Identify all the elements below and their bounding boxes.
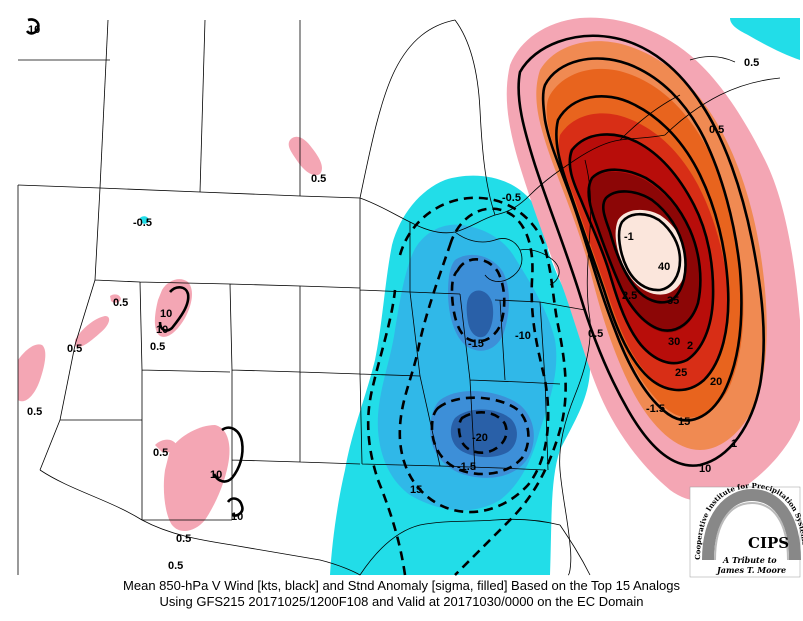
label-neg20: -20 [472,432,488,444]
contour-pos-10-nw [25,18,40,35]
label-neg15-s: -1.5 [457,461,476,473]
state-lines-east [409,222,586,471]
label-w15: 15 [678,416,690,428]
province-line-2 [199,19,206,193]
province-line-1 [99,19,109,189]
label-w10-core: -1 [624,231,634,243]
label-neg05-mt: -0.5 [133,217,152,229]
logo-acronym: CIPS [748,534,789,552]
hudson-line [454,19,496,216]
caption-line-1: Mean 850-hPa V Wind [kts, black] and Stn… [123,578,680,593]
label-neg05-lakes: -0.5 [502,192,521,204]
label-pos05-mx2: 0.5 [168,560,183,572]
anomaly-fill-neg-small-mt [140,216,149,224]
positive-wind-contours [517,34,765,467]
political-boundaries [17,19,781,576]
contour-pos-10-wy [158,286,190,332]
label-pos25: 2.5 [622,290,637,302]
label-neg10-oh: -10 [515,330,531,342]
label-pos05-nw: 10 [28,24,40,36]
western-wind-contours [25,18,244,517]
contour-neg-5 [398,196,567,576]
logo-tribute-line2: James T. Moore [715,565,786,575]
cips-logo: CIPS A Tribute to James T. Moore Coopera… [689,481,803,578]
label-pos05-az: 0.5 [153,447,168,459]
contour-neg-5-b [366,289,407,576]
label-w10-nm: 10 [210,469,222,481]
gulf-coast [359,518,561,576]
label-neg15-n: -15 [468,338,484,350]
anomaly-fill-pos-0.5-west-small [110,294,121,303]
label-w30: 30 [668,336,680,348]
east-coast [559,159,592,576]
label-pos05-east: 0.5 [709,124,724,136]
contour-pos-40 [617,212,682,292]
label-w25: 25 [675,367,687,379]
caption-line-2: Using GFS215 20171025/1200F108 and Valid… [159,594,644,609]
anomaly-fill-pos-0.5-cyan-ne [730,18,800,60]
label-pos05-mx1: 0.5 [176,533,191,545]
label-pos05-coast: 0.5 [588,328,603,340]
maritimes [619,56,781,141]
anomaly-fill-pos-0.5-nm [163,425,230,532]
contour-labels: 10 0.5 -0.5 0.5 10 10 0.5 0.5 0.5 0.5 10… [27,24,759,572]
negative-anomaly-fills [140,175,591,575]
label-w15-s: 15 [410,484,422,496]
label-w10-f: 10 [699,463,711,475]
contour-neg-20 [457,411,508,454]
canada-coast [359,19,456,199]
label-w10-wy: 10 [160,308,172,320]
logo-tribute-line1: A Tribute to [722,555,777,565]
state-lines-west [39,187,361,521]
contour-neg-15-south [430,396,530,476]
label-w20: 20 [710,376,722,388]
positive-anomaly-fills [506,17,800,502]
label-w1: 1 [731,438,737,450]
us-canada-border [17,134,666,234]
florida [559,524,591,576]
contour-pos-25 [568,133,715,365]
negative-wind-contours [366,196,567,576]
label-w10-wy2: 10 [156,324,168,336]
anomaly-fill-pos-0.5-nv [18,344,46,402]
label-pos05-nv: 0.5 [27,406,42,418]
label-pos05-ne: 0.5 [744,57,759,69]
anomaly-fill-pos-0.5-az [155,439,177,453]
anomaly-fill-pos-0.5-wy [154,279,192,337]
contour-pos-10-nm [212,426,244,483]
contour-pos-20 [555,95,730,392]
anomaly-fill-neg-2-south [450,409,517,458]
label-pos15: -1.5 [646,403,665,415]
mexico-border [39,469,361,576]
label-pos2: 2 [687,340,693,352]
anomaly-fill-pos-0.5-ut [75,316,110,348]
contour-neg-15-north [450,258,506,343]
contour-pos-35 [602,190,687,304]
label-w10-tx: 10 [231,511,243,523]
label-pos05-ut: 0.5 [67,343,82,355]
contour-pos-10 [517,34,765,467]
label-w40: 40 [658,261,670,273]
contour-neg-10 [398,207,550,514]
label-pos05-canada: 0.5 [311,173,326,185]
label-pos05-id: 0.5 [113,297,128,309]
label-w35: 35 [667,295,679,307]
label-pos05-co: 0.5 [150,341,165,353]
positive-anomaly-fills-west [18,18,800,532]
contour-pos-30 [587,168,702,332]
anomaly-fill-neg-2-north [466,290,494,338]
great-lakes [454,231,560,286]
anomaly-fill-pos-0.5-canada [288,136,323,176]
